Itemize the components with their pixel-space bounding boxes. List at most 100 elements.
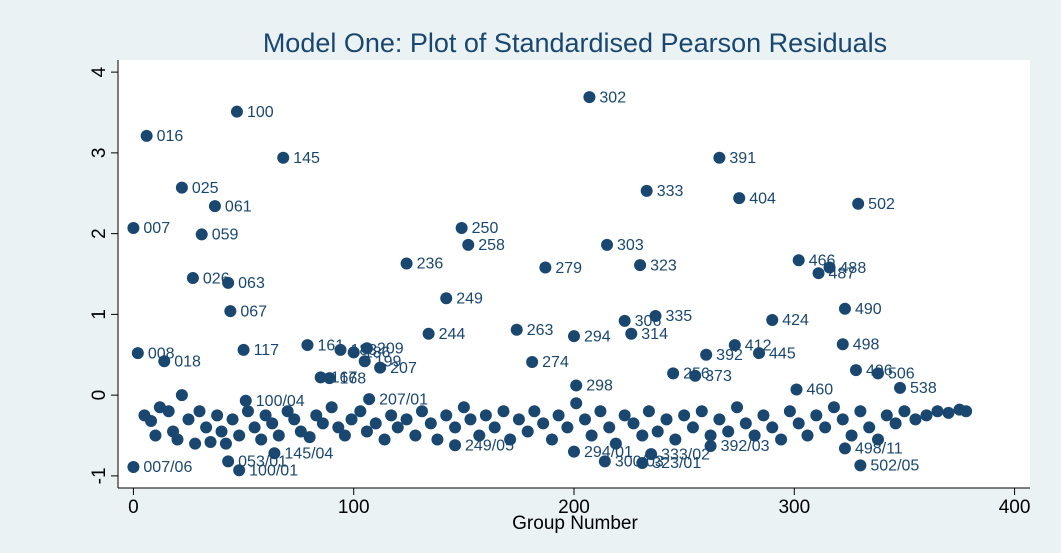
point [268,447,281,460]
point [819,421,832,434]
point [757,409,770,422]
point [363,393,376,406]
point [449,421,462,434]
point [537,417,550,430]
point [849,364,862,377]
point [634,259,647,272]
point [783,405,796,418]
point-label: 302 [599,89,626,106]
point-label: 258 [478,237,505,254]
point [354,405,367,418]
point [277,151,290,164]
point [455,221,468,234]
point [440,292,453,305]
point-label: 306 [635,313,662,330]
point-label: 186 [364,345,391,362]
point-label: 025 [192,180,219,197]
point [552,409,565,422]
point [145,414,158,427]
point [230,105,243,118]
point [627,417,640,430]
point [521,425,534,438]
point-label: 335 [666,308,693,325]
point [836,413,849,426]
x-tick-label: 400 [999,497,1031,518]
point [345,413,358,426]
point [301,339,314,352]
y-tick-label: 3 [89,148,110,159]
point [713,413,726,426]
point [140,129,153,142]
point [237,343,250,356]
point-label: 168 [339,370,366,387]
point-label: 244 [439,326,466,343]
point [609,437,622,450]
point [852,197,865,210]
point [898,405,911,418]
point [200,421,213,434]
point [889,417,902,430]
point [636,456,649,469]
point [259,409,272,422]
point [303,431,316,444]
point [195,228,208,241]
point [838,442,851,455]
point [431,433,444,446]
point [528,405,541,418]
point [222,276,235,289]
point [162,405,175,418]
point-label: 294 [584,328,611,345]
point [504,433,517,446]
point-label: 100/04 [256,393,305,410]
point-label: 007/06 [143,459,192,476]
point [281,405,294,418]
point [880,409,893,422]
point [872,433,884,446]
point [323,372,336,385]
point [479,409,492,422]
point [539,261,552,274]
point-label: 445 [769,345,796,362]
point-label: 207/01 [379,391,428,408]
point-label: 117 [254,342,280,359]
point [618,409,631,422]
point-label: 061 [225,198,252,215]
point-label: 209 [377,341,404,358]
point [689,369,702,382]
point [561,421,574,434]
point [360,425,373,438]
point [193,405,206,418]
point [149,429,162,442]
point-label: 333/02 [661,446,710,463]
point [338,429,351,442]
point [378,433,391,446]
point [175,389,188,402]
point-label: 538 [910,380,937,397]
point [215,425,228,438]
point [863,421,876,434]
point [645,448,658,461]
point [422,327,435,340]
point-label: 274 [542,354,569,371]
point [733,192,746,205]
point-label: 490 [855,301,882,318]
point [175,181,188,194]
point [931,405,944,418]
point [391,421,404,434]
point [695,405,708,418]
point-label: 249/05 [465,437,514,454]
point-label: 167 [331,370,358,387]
point-label: 502/05 [870,458,919,475]
point [722,425,735,438]
point [224,305,237,318]
point-label: 300/03 [615,454,664,471]
point [464,413,477,426]
point-label: 053/01 [238,454,287,471]
point-label: 424 [782,312,809,329]
point [579,413,592,426]
point-label: 263 [527,322,554,339]
point [667,367,680,380]
point [775,433,788,446]
point-label: 236 [417,256,444,273]
